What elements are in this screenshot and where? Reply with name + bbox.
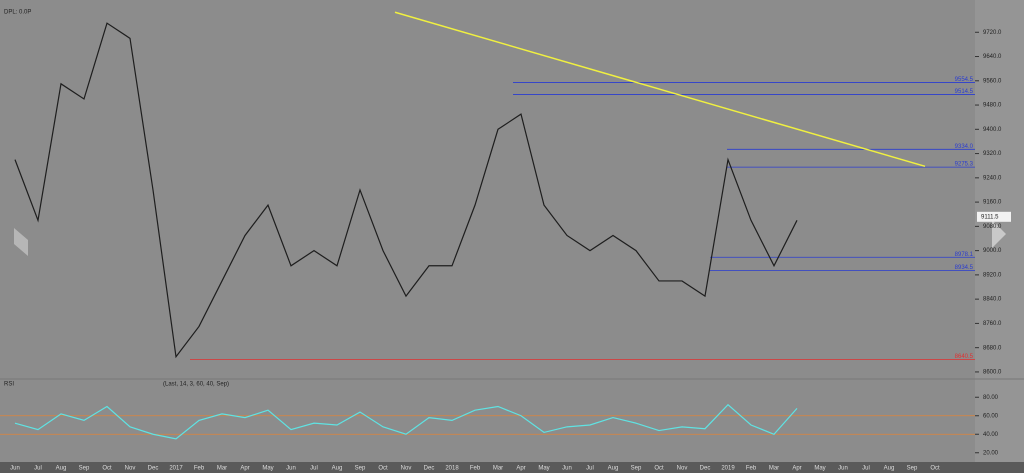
x-tick-label: Oct: [654, 466, 664, 472]
x-tick-label: Jul: [862, 466, 870, 472]
x-tick-label: Mar: [493, 466, 503, 472]
x-tick-label: Sep: [355, 466, 366, 472]
y-tick-label: 9000.0: [983, 248, 1002, 254]
x-tick-label: 2019: [721, 466, 735, 472]
y-tick-label: 60.00: [983, 413, 999, 419]
x-tick-label: Apr: [792, 466, 801, 472]
x-tick-label: Oct: [930, 466, 940, 472]
y-tick-label: 20.00: [983, 450, 999, 456]
y-tick-label: 9720.0: [983, 30, 1002, 36]
x-tick-label: Oct: [102, 466, 112, 472]
x-tick-label: Sep: [631, 466, 642, 472]
y-tick-label: 9400.0: [983, 127, 1002, 133]
y-tick-label: 80.00: [983, 395, 999, 401]
x-tick-label: Aug: [608, 466, 619, 472]
x-tick-label: Aug: [56, 466, 67, 472]
y-tick-label: 9320.0: [983, 151, 1002, 157]
last-price-label: 9111.5: [981, 214, 999, 220]
rsi-params: (Last, 14, 3, 60, 40, Sep): [163, 382, 229, 388]
x-tick-label: Nov: [401, 466, 412, 472]
x-tick-label: Nov: [677, 466, 688, 472]
x-tick-label: Apr: [240, 466, 249, 472]
nav-right[interactable]: [992, 220, 1006, 248]
y-tick-label: 9160.0: [983, 200, 1002, 206]
last-price-box: [977, 211, 1011, 222]
rsi-title: RSI: [4, 382, 14, 388]
y-tick-label: 9240.0: [983, 175, 1002, 181]
x-tick-label: Jun: [562, 466, 572, 472]
y-tick-label: 40.00: [983, 432, 999, 438]
y-tick-label: 9640.0: [983, 54, 1002, 60]
y-tick-label: 9480.0: [983, 103, 1002, 109]
x-tick-label: Jun: [10, 466, 20, 472]
x-tick-label: 2018: [445, 466, 459, 472]
x-tick-label: Jun: [838, 466, 848, 472]
x-tick-label: Feb: [746, 466, 757, 472]
x-tick-label: Mar: [217, 466, 227, 472]
x-tick-label: Jun: [286, 466, 296, 472]
y-tick-label: 8920.0: [983, 272, 1002, 278]
x-tick-label: Oct: [378, 466, 388, 472]
level-label: 9275.3: [955, 162, 974, 168]
level-label: 9334.0: [955, 144, 974, 150]
x-tick-label: Dec: [148, 466, 159, 472]
x-tick-label: Dec: [424, 466, 435, 472]
chart-title: DPL: 0.0P: [4, 10, 31, 16]
level-label: 9554.5: [955, 77, 974, 83]
x-tick-label: May: [814, 466, 825, 472]
level-label: 9514.5: [955, 89, 974, 95]
level-label: 8640.5: [955, 354, 974, 360]
x-tick-label: Sep: [907, 466, 918, 472]
level-label: 8978.1: [955, 252, 974, 258]
y-tick-label: 8600.0: [983, 370, 1002, 376]
x-tick-label: Mar: [769, 466, 779, 472]
x-tick-label: Jul: [310, 466, 318, 472]
x-tick-label: Sep: [79, 466, 90, 472]
x-tick-label: Jul: [586, 466, 594, 472]
x-tick-label: Feb: [194, 466, 205, 472]
x-tick-label: Aug: [884, 466, 895, 472]
x-tick-label: Jul: [34, 466, 42, 472]
x-tick-label: Apr: [516, 466, 525, 472]
y-tick-label: 8760.0: [983, 321, 1002, 327]
x-tick-label: Dec: [700, 466, 711, 472]
y-tick-label: 9560.0: [983, 78, 1002, 84]
series-line: [14, 403, 798, 440]
x-tick-label: Feb: [470, 466, 481, 472]
nav-left[interactable]: [14, 228, 28, 256]
x-tick-label: May: [538, 466, 549, 472]
series-line: [14, 22, 798, 359]
level-label: 8934.5: [955, 265, 974, 271]
x-tick-label: 2017: [169, 466, 183, 472]
y-tick-label: 8680.0: [983, 345, 1002, 351]
time-axis: [0, 462, 1024, 473]
x-tick-label: May: [262, 466, 273, 472]
x-tick-label: Aug: [332, 466, 343, 472]
trendline: [394, 11, 926, 168]
y-tick-label: 8840.0: [983, 297, 1002, 303]
x-tick-label: Nov: [125, 466, 136, 472]
y-tick-label: 9080.0: [983, 224, 1002, 230]
